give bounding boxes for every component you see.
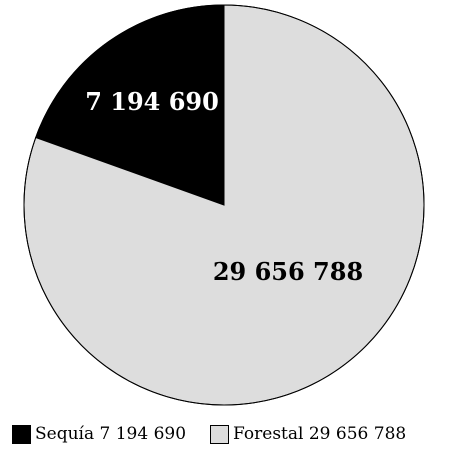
- pie-outline: [23, 4, 425, 406]
- legend-label-sequia: Sequía 7 194 690: [35, 424, 187, 444]
- legend-swatch-sequia: [12, 424, 31, 444]
- legend-item-sequia: Sequía 7 194 690: [12, 424, 186, 444]
- slice-label-sequa: 7 194 690: [85, 87, 219, 116]
- chart-legend: Sequía 7 194 690 Forestal 29 656 788: [12, 424, 430, 444]
- legend-swatch-forestal: [210, 424, 230, 444]
- legend-item-forestal: Forestal 29 656 788: [210, 424, 406, 444]
- legend-label-forestal: Forestal 29 656 788: [233, 424, 407, 444]
- slice-label-forestal: 29 656 788: [213, 257, 363, 286]
